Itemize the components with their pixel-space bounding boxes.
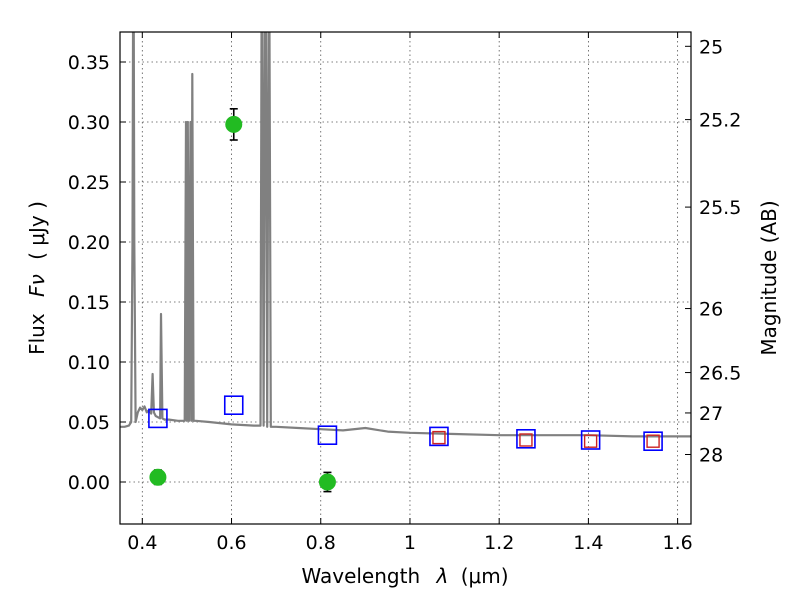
x-axis-title-prefix: Wavelength bbox=[301, 564, 420, 588]
model-point-blue bbox=[643, 431, 663, 452]
model-point-red bbox=[432, 430, 446, 445]
x-tick-label: 1 bbox=[404, 532, 416, 554]
y-tick-label: 0.20 bbox=[68, 232, 110, 254]
model-point-blue bbox=[148, 408, 168, 429]
model-point-blue bbox=[580, 430, 601, 450]
x-tick-label: 1.6 bbox=[663, 532, 693, 554]
y-axis-title: Flux Fν ( μJy ) bbox=[25, 201, 49, 355]
observed-point bbox=[225, 115, 243, 133]
model-point-blue bbox=[429, 426, 449, 447]
x-tick-label: 0.4 bbox=[127, 532, 157, 554]
y-tick-label: 0.30 bbox=[68, 112, 110, 134]
y-tick-label: 0.15 bbox=[68, 292, 110, 314]
x-tick-label: 0.8 bbox=[306, 532, 336, 554]
spectrum-line bbox=[120, 32, 691, 438]
x-tick-label: 1.2 bbox=[484, 532, 514, 554]
y2-axis-title: Magnitude (AB) bbox=[757, 200, 781, 355]
y2-tick-label: 28 bbox=[699, 445, 723, 467]
y-tick-label: 0.25 bbox=[68, 172, 110, 194]
plot-frame bbox=[119, 31, 692, 525]
model-point-red bbox=[519, 433, 533, 447]
y-tick-label: 0.35 bbox=[68, 52, 110, 74]
model-point-blue bbox=[516, 428, 536, 449]
model-point-blue bbox=[223, 395, 244, 416]
plot-area bbox=[120, 32, 691, 493]
y-tick-label: 0.00 bbox=[68, 472, 110, 494]
x-axis-title-symbol: λ bbox=[436, 564, 449, 588]
x-axis-title: Wavelength λ (μm) bbox=[301, 564, 508, 588]
observed-point bbox=[318, 473, 336, 491]
y-axis-title-symbol: Fν bbox=[25, 274, 49, 297]
y2-tick-label: 25.2 bbox=[699, 110, 741, 132]
model-point-red bbox=[583, 434, 598, 448]
grid bbox=[120, 32, 691, 524]
y-axis-title-prefix: Flux bbox=[25, 313, 49, 355]
y-axis-title-unit: ( μJy ) bbox=[25, 201, 49, 260]
y2-tick-label: 25 bbox=[699, 36, 723, 58]
y2-tick-label: 26.5 bbox=[699, 363, 741, 385]
x-tick-label: 0.6 bbox=[216, 532, 246, 554]
y-tick-label: 0.05 bbox=[68, 412, 110, 434]
axis-ticks: 0.4 0.6 0.8 1 1.2 1.4 1.6 0.00 0.05 0.10 0.15 0.20 0… bbox=[68, 32, 741, 554]
observed-point bbox=[149, 468, 167, 486]
y2-tick-label: 26 bbox=[699, 299, 723, 321]
x-axis-title-unit: (μm) bbox=[461, 564, 509, 588]
x-tick-label: 1.4 bbox=[573, 532, 603, 554]
model-point-blue bbox=[317, 425, 338, 446]
y-tick-label: 0.10 bbox=[68, 352, 110, 374]
model-point-red bbox=[646, 434, 660, 448]
y2-tick-label: 25.5 bbox=[699, 197, 741, 219]
y2-tick-label: 27 bbox=[699, 403, 723, 425]
